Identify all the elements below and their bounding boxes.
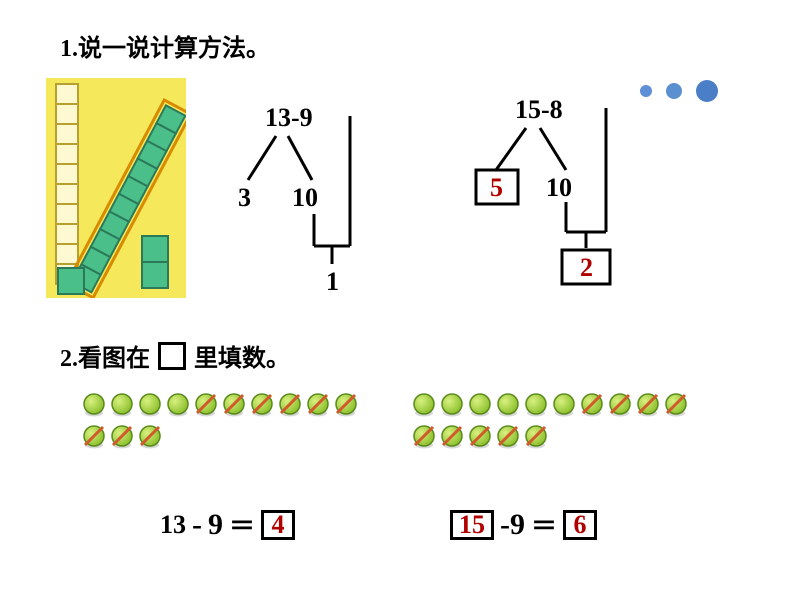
eq-a-lhs-num: 13	[160, 510, 186, 540]
problem2-heading-post: 里填数。	[194, 338, 290, 373]
decomp-a-right: 10	[292, 183, 318, 212]
eq-a-answer: 4	[272, 510, 285, 540]
counter-icon	[470, 394, 490, 414]
decomp-a: 13-9 3 10 1	[210, 96, 380, 296]
eq-b-lhs-num: 15	[459, 510, 485, 540]
counter-icon	[140, 394, 160, 414]
dot-icon	[696, 80, 718, 102]
decomp-b-result: 2	[580, 253, 593, 282]
eq-a-answer-box: 4	[261, 510, 295, 540]
eq-b-answer-box: 6	[563, 510, 597, 540]
eq-b-op-text: -	[500, 508, 510, 541]
blocks-svg	[46, 78, 186, 298]
eq-b-rhs: 9	[510, 508, 525, 541]
counter-icon	[168, 394, 188, 414]
decomp-b-right: 10	[546, 173, 572, 202]
decor-dots	[640, 80, 718, 102]
blocks-illustration	[46, 78, 186, 298]
counter-icon	[414, 394, 434, 414]
eq-b-equals: ＝	[531, 506, 557, 543]
counter-icon	[498, 394, 518, 414]
eq-a-equals: ＝	[229, 506, 255, 543]
eq-a-rhs: 9	[208, 508, 223, 542]
eq-b-op: -9	[500, 508, 525, 542]
counter-icon	[442, 394, 462, 414]
decomp-a-expr: 13-9	[265, 103, 313, 132]
counters-b-svg	[410, 390, 710, 470]
counter-icon	[526, 394, 546, 414]
eq-b-lhs-box: 15	[450, 510, 494, 540]
decomp-b: 15-8 5 10 2	[460, 90, 650, 290]
eq-a-op: -	[192, 508, 202, 542]
dot-icon	[666, 83, 682, 99]
problem2-heading-pre: 2.看图在	[60, 338, 150, 373]
problem1-heading: 1.说一说计算方法。	[60, 28, 270, 63]
problem2-heading: 2.看图在 里填数。	[60, 338, 290, 373]
counter-icon	[554, 394, 574, 414]
decomp-a-result: 1	[326, 267, 339, 296]
counter-set-b	[410, 390, 710, 475]
equation-a: 13 - 9 ＝ 4	[160, 506, 295, 543]
decomp-a-svg: 13-9 3 10 1	[210, 96, 380, 296]
decomp-b-svg: 15-8 5 10 2	[460, 90, 650, 290]
counter-set-a	[80, 390, 380, 475]
equation-b: 15 -9 ＝ 6	[450, 506, 597, 543]
decomp-a-left: 3	[238, 183, 251, 212]
counter-icon	[84, 394, 104, 414]
decomp-b-expr: 15-8	[515, 95, 563, 124]
decomp-b-left: 5	[490, 173, 503, 202]
box-icon	[158, 342, 186, 370]
eq-b-answer: 6	[574, 510, 587, 540]
counter-icon	[112, 394, 132, 414]
counters-a-svg	[80, 390, 380, 470]
